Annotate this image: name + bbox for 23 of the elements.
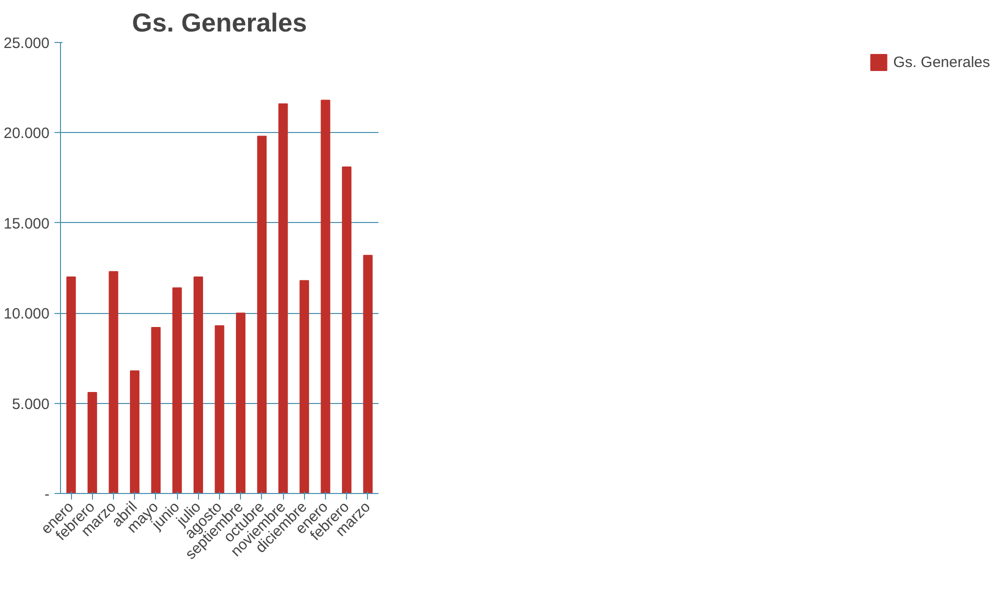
bar (151, 327, 161, 494)
bar (363, 254, 373, 494)
bar (257, 136, 267, 494)
bar (88, 392, 98, 494)
bar (236, 312, 246, 494)
y-tick-label: 5.000 (12, 396, 50, 413)
bar (172, 287, 182, 494)
bar (194, 276, 204, 494)
bar (214, 325, 224, 494)
y-tick-label: 25.000 (4, 35, 50, 52)
bar (300, 280, 310, 494)
bar (278, 103, 288, 494)
bar (320, 100, 330, 494)
bar (108, 271, 118, 494)
y-tick-label: 10.000 (4, 306, 50, 323)
y-tick-label: 15.000 (4, 215, 50, 232)
chart-title: Gs. Generales (132, 8, 307, 38)
y-tick-label: 20.000 (4, 125, 50, 142)
bar (130, 370, 140, 494)
bar (66, 276, 76, 494)
legend-label: Gs. Generales (893, 54, 990, 70)
y-tick-label: - (44, 486, 50, 503)
bar (342, 166, 352, 494)
